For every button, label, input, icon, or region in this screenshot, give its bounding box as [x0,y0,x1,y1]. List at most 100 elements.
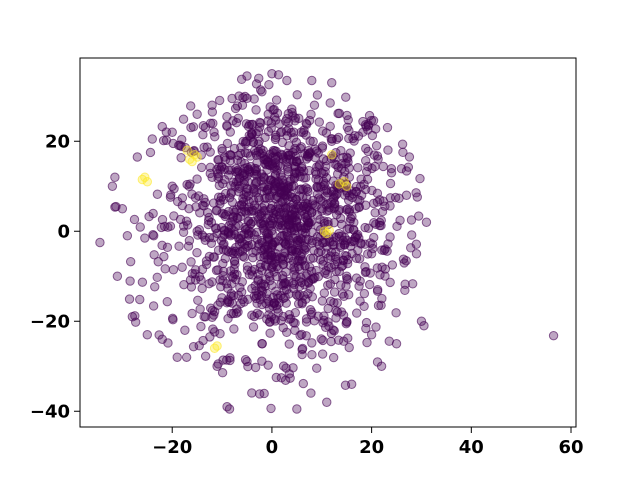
data-point [406,215,417,225]
data-point [311,174,321,184]
data-point [290,113,301,123]
data-point [186,101,196,111]
data-point [145,147,156,158]
data-point [267,69,277,79]
data-point [95,237,105,248]
data-point [419,321,429,331]
data-point [312,237,322,247]
data-point [376,361,387,371]
data-point [227,197,237,207]
data-point [332,298,342,308]
data-point [257,339,267,349]
data-point [296,142,306,152]
data-point [309,100,320,110]
data-point [129,214,140,225]
data-point [157,214,168,225]
data-point [135,222,145,232]
data-point [342,153,353,164]
data-point [304,165,314,176]
data-point [312,90,323,100]
data-point [311,146,322,156]
data-point [287,104,297,114]
data-point [380,264,391,274]
data-point [308,136,318,147]
data-point [186,122,196,133]
data-point [259,243,270,253]
data-point [325,121,335,132]
data-point [307,338,317,348]
data-point [153,257,163,267]
data-point [149,250,159,260]
data-point [185,179,195,189]
data-point [242,136,252,146]
data-point [156,222,167,233]
data-point [364,110,375,121]
data-point [112,271,123,281]
data-point [366,115,377,126]
data-point [229,324,239,334]
y-tick-label: −40 [30,401,70,422]
data-point [349,136,359,146]
data-point [229,264,239,274]
data-point [178,114,189,124]
data-point [356,174,366,184]
data-point [298,378,309,389]
data-point [267,280,277,290]
data-point [187,189,197,199]
data-point [287,181,297,191]
data-point [378,161,388,172]
data-point [313,271,324,282]
data-point [147,134,157,144]
data-point [548,330,559,341]
data-point [184,203,194,214]
data-point [312,189,323,199]
highlight-point [339,177,349,187]
data-point [299,201,309,212]
data-point [195,208,205,218]
data-point [124,294,135,304]
data-point [265,271,275,282]
data-point [256,211,266,222]
data-point [341,92,351,102]
data-point [335,242,346,252]
data-point [157,121,167,132]
data-point [278,154,288,164]
data-point [328,237,338,247]
data-point [179,279,189,290]
data-point [110,172,120,182]
data-point [311,169,322,179]
data-point [287,107,297,118]
x-tick-label: 20 [359,437,384,458]
data-point [266,204,276,214]
data-point [265,102,275,112]
data-point [257,237,267,248]
data-point [356,190,367,200]
data-point [278,293,289,304]
data-point [286,246,297,256]
data-point [251,105,261,115]
data-point [294,290,305,300]
data-point [318,154,329,164]
data-point [246,266,257,276]
highlight-point [324,225,334,236]
data-point [223,247,234,257]
data-point [375,270,385,280]
data-point [255,149,265,159]
data-point [122,231,133,241]
data-point [229,226,239,236]
data-point [385,193,396,203]
data-point [215,297,226,307]
data-point [309,316,320,326]
data-point [297,349,307,360]
data-point [271,372,281,383]
data-point [355,296,365,306]
data-point [168,265,179,275]
data-point [391,339,402,349]
data-point [174,241,184,251]
x-axis: −20 0 20 40 60 [152,427,584,458]
data-point [401,256,411,266]
data-point [207,107,218,117]
data-point [263,126,274,137]
data-point [355,276,365,286]
data-point [379,245,389,256]
